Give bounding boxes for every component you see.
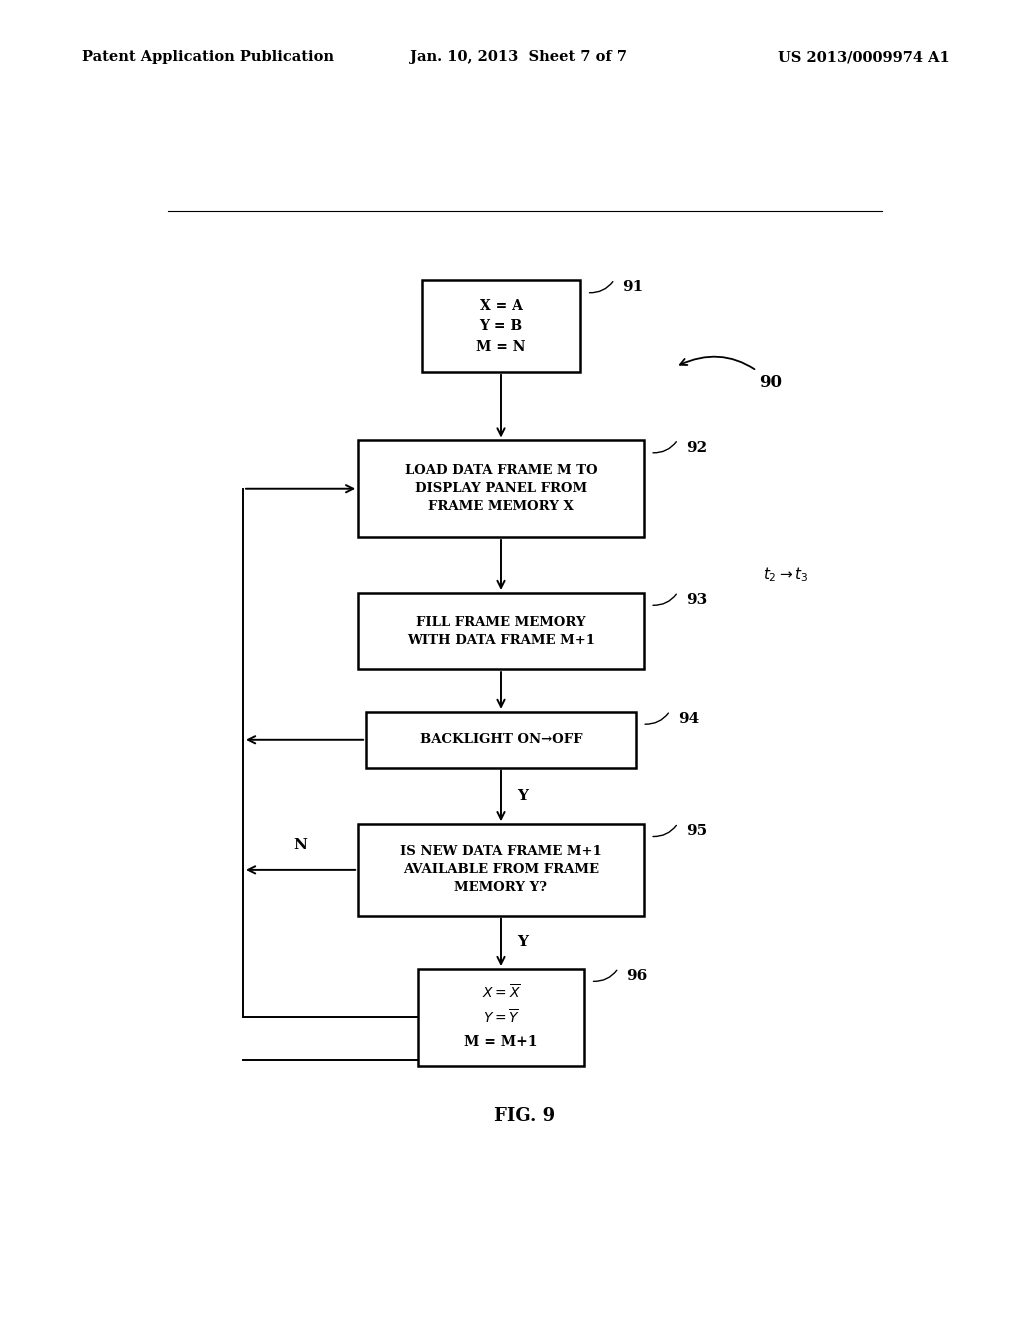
Text: LOAD DATA FRAME M TO
DISPLAY PANEL FROM
FRAME MEMORY X: LOAD DATA FRAME M TO DISPLAY PANEL FROM … [404,465,597,513]
Text: 96: 96 [627,969,647,983]
Bar [366,711,636,768]
Text: 95: 95 [686,824,707,838]
Text: 93: 93 [686,593,708,607]
Text: FIG. 9: FIG. 9 [495,1107,555,1125]
Text: 90: 90 [680,356,782,391]
Text: $X = \overline{X}$: $X = \overline{X}$ [481,983,520,1002]
Text: US 2013/0009974 A1: US 2013/0009974 A1 [778,50,950,65]
Text: Patent Application Publication: Patent Application Publication [82,50,334,65]
Bar [422,280,581,372]
Text: $t_2 \rightarrow t_3$: $t_2 \rightarrow t_3$ [763,566,809,585]
Text: BACKLIGHT ON→OFF: BACKLIGHT ON→OFF [420,734,583,746]
Text: 92: 92 [686,441,707,454]
Text: $Y = \overline{Y}$: $Y = \overline{Y}$ [482,1008,519,1027]
Text: Y: Y [517,936,527,949]
Text: FILL FRAME MEMORY
WITH DATA FRAME M+1: FILL FRAME MEMORY WITH DATA FRAME M+1 [407,615,595,647]
Text: X = A
Y = B
M = N: X = A Y = B M = N [476,298,525,354]
Text: Y: Y [517,789,527,803]
Bar [418,969,585,1065]
Text: 94: 94 [678,711,699,726]
Text: N: N [294,838,307,851]
Text: M = M+1: M = M+1 [464,1035,538,1049]
Text: IS NEW DATA FRAME M+1
AVAILABLE FROM FRAME
MEMORY Y?: IS NEW DATA FRAME M+1 AVAILABLE FROM FRA… [400,845,602,895]
Bar [358,824,644,916]
Text: 91: 91 [623,280,644,294]
Bar [358,593,644,669]
Bar [358,441,644,537]
Text: Jan. 10, 2013  Sheet 7 of 7: Jan. 10, 2013 Sheet 7 of 7 [410,50,627,65]
